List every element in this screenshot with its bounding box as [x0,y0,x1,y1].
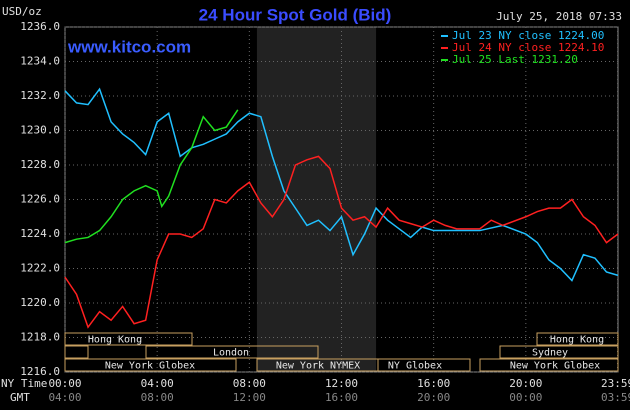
y-tick-label: 1216.0 [20,365,60,378]
series-line [64,155,619,329]
watermark: www.kitco.com [67,37,191,56]
market-box [377,358,471,372]
series-line [64,87,619,282]
y-tick-label: 1218.0 [20,331,60,344]
x-tick-label: 20:00 [509,377,542,390]
market-box [145,345,319,359]
market-label: New York Globex [510,361,600,372]
x-row-label: NY Time [1,377,47,390]
x-tick-label: 08:00 [233,377,266,390]
market-box [499,345,619,359]
market-label: New York Globex [105,361,195,372]
market-box [64,345,89,359]
gmt-tick-label: 08:00 [141,391,174,404]
gmt-tick-label: 00:00 [509,391,542,404]
x-tick-label: 12:00 [325,377,358,390]
x-row-label: GMT [10,391,30,404]
y-tick-label: 1224.0 [20,227,60,240]
x-tick-label: 04:00 [141,377,174,390]
y-tick-label: 1234.0 [20,55,60,68]
y-unit: USD/oz [2,5,42,18]
legend-label: Jul 24 NY close 1224.10 [452,41,604,54]
y-tick-label: 1222.0 [20,262,60,275]
y-tick-label: 1228.0 [20,158,60,171]
legend-label: Jul 25 Last 1231.20 [452,53,578,66]
x-tick-label: 16:00 [417,377,450,390]
gmt-tick-label: 04:00 [48,391,81,404]
market-label: NY Globex [388,361,442,372]
timestamp: July 25, 2018 07:33 [496,10,622,23]
market-box [64,332,193,346]
market-label: Hong Kong [550,335,604,346]
chart-title: 24 Hour Spot Gold (Bid) [199,5,392,24]
series-line [64,109,239,244]
ny-session-shade [256,27,377,372]
y-tick-label: 1236.0 [20,20,60,33]
y-tick-label: 1232.0 [20,89,60,102]
y-tick-label: 1226.0 [20,193,60,206]
market-label: London [213,348,249,359]
x-tick-label: 00:00 [48,377,81,390]
legend-label: Jul 23 NY close 1224.00 [452,29,604,42]
market-box [479,358,619,372]
market-label: Hong Kong [88,335,142,346]
market-label: Sydney [532,348,568,359]
y-tick-label: 1220.0 [20,296,60,309]
gmt-tick-label: 03:59 [601,391,630,404]
market-box [64,358,237,372]
gmt-tick-label: 12:00 [233,391,266,404]
x-tick-label: 23:59 [601,377,630,390]
market-box [536,332,619,346]
gmt-tick-label: 16:00 [325,391,358,404]
gmt-tick-label: 20:00 [417,391,450,404]
market-label: New York NYMEX [276,361,360,372]
y-tick-label: 1230.0 [20,124,60,137]
